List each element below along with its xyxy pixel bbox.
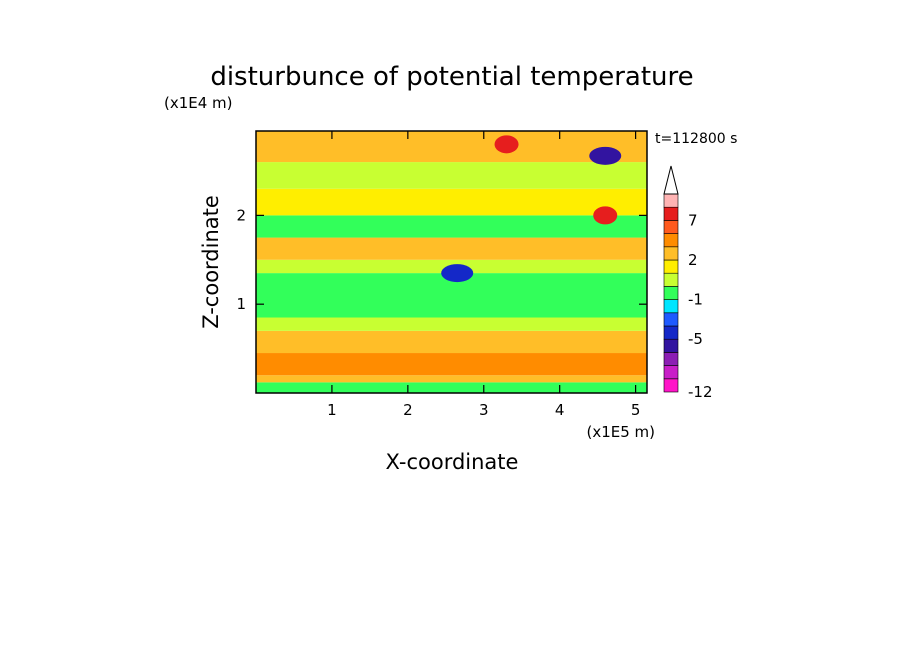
colorbar-label-2: -1 [688,291,703,309]
colorbar-label-0: -12 [688,383,713,401]
y-tick-label-1: 2 [236,206,246,224]
x-tick-label-1: 2 [403,401,413,419]
colorbar-swatch-6 [663,299,679,314]
contour-band-10 [256,162,647,189]
contour-band-2 [256,353,647,376]
x-axis-label: X-coordinate [386,450,519,474]
colorbar: -12-5-127 [663,165,713,401]
colorbar-swatch-2 [663,352,679,366]
colorbar-swatch-3 [663,338,679,353]
y-tick-label-0: 1 [236,295,246,313]
colorbar-swatch-9 [663,259,679,274]
contour-band-1 [256,375,647,383]
contour-features [441,135,622,283]
colorbar-swatch-13 [663,206,679,221]
colorbar-swatch-12 [663,220,679,234]
chart-title: disturbunce of potential temperature [210,62,693,92]
contour-max-3 [494,135,519,154]
contour-band-4 [256,317,647,331]
x-axis: 1 2 3 4 5 [327,131,640,419]
colorbar-swatch-7 [663,286,679,300]
x-tick-label-3: 4 [555,401,565,419]
colorbar-label-1: -5 [688,330,703,348]
colorbar-swatch-10 [663,246,679,261]
x-tick-label-0: 1 [327,401,337,419]
contour-bands [256,131,647,393]
contour-band-3 [256,330,647,354]
colorbar-swatch-11 [663,233,679,248]
colorbar-swatch-1 [663,365,679,380]
contour-band-7 [256,237,647,260]
contour-band-11 [256,131,647,163]
colorbar-label-3: 2 [688,251,698,269]
colorbar-extend-arrow [663,165,679,195]
colorbar-label-4: 7 [688,211,698,229]
y-axis-label: Z-coordinate [199,195,223,329]
contour-band-9 [256,188,647,216]
time-label: t=112800 s [655,131,737,147]
colorbar-swatch-0 [663,378,679,393]
y-axis: 12 [236,206,647,313]
colorbar-swatch-14 [663,193,679,208]
y-unit-label: (x1E4 m) [164,94,233,112]
x-tick-label-2: 3 [479,401,489,419]
plot-frame [255,130,648,394]
colorbar-swatch-5 [663,312,679,327]
x-unit-label: (x1E5 m) [586,423,655,441]
contour-min-0 [589,146,622,165]
contour-min-2 [441,264,474,283]
x-tick-label-4: 5 [631,401,641,419]
contour-band-0 [256,382,647,393]
contour-max-1 [593,206,618,225]
plot-area [256,131,647,393]
colorbar-swatch-4 [663,325,679,340]
contour-band-8 [256,215,647,238]
colorbar-swatch-8 [663,272,679,287]
